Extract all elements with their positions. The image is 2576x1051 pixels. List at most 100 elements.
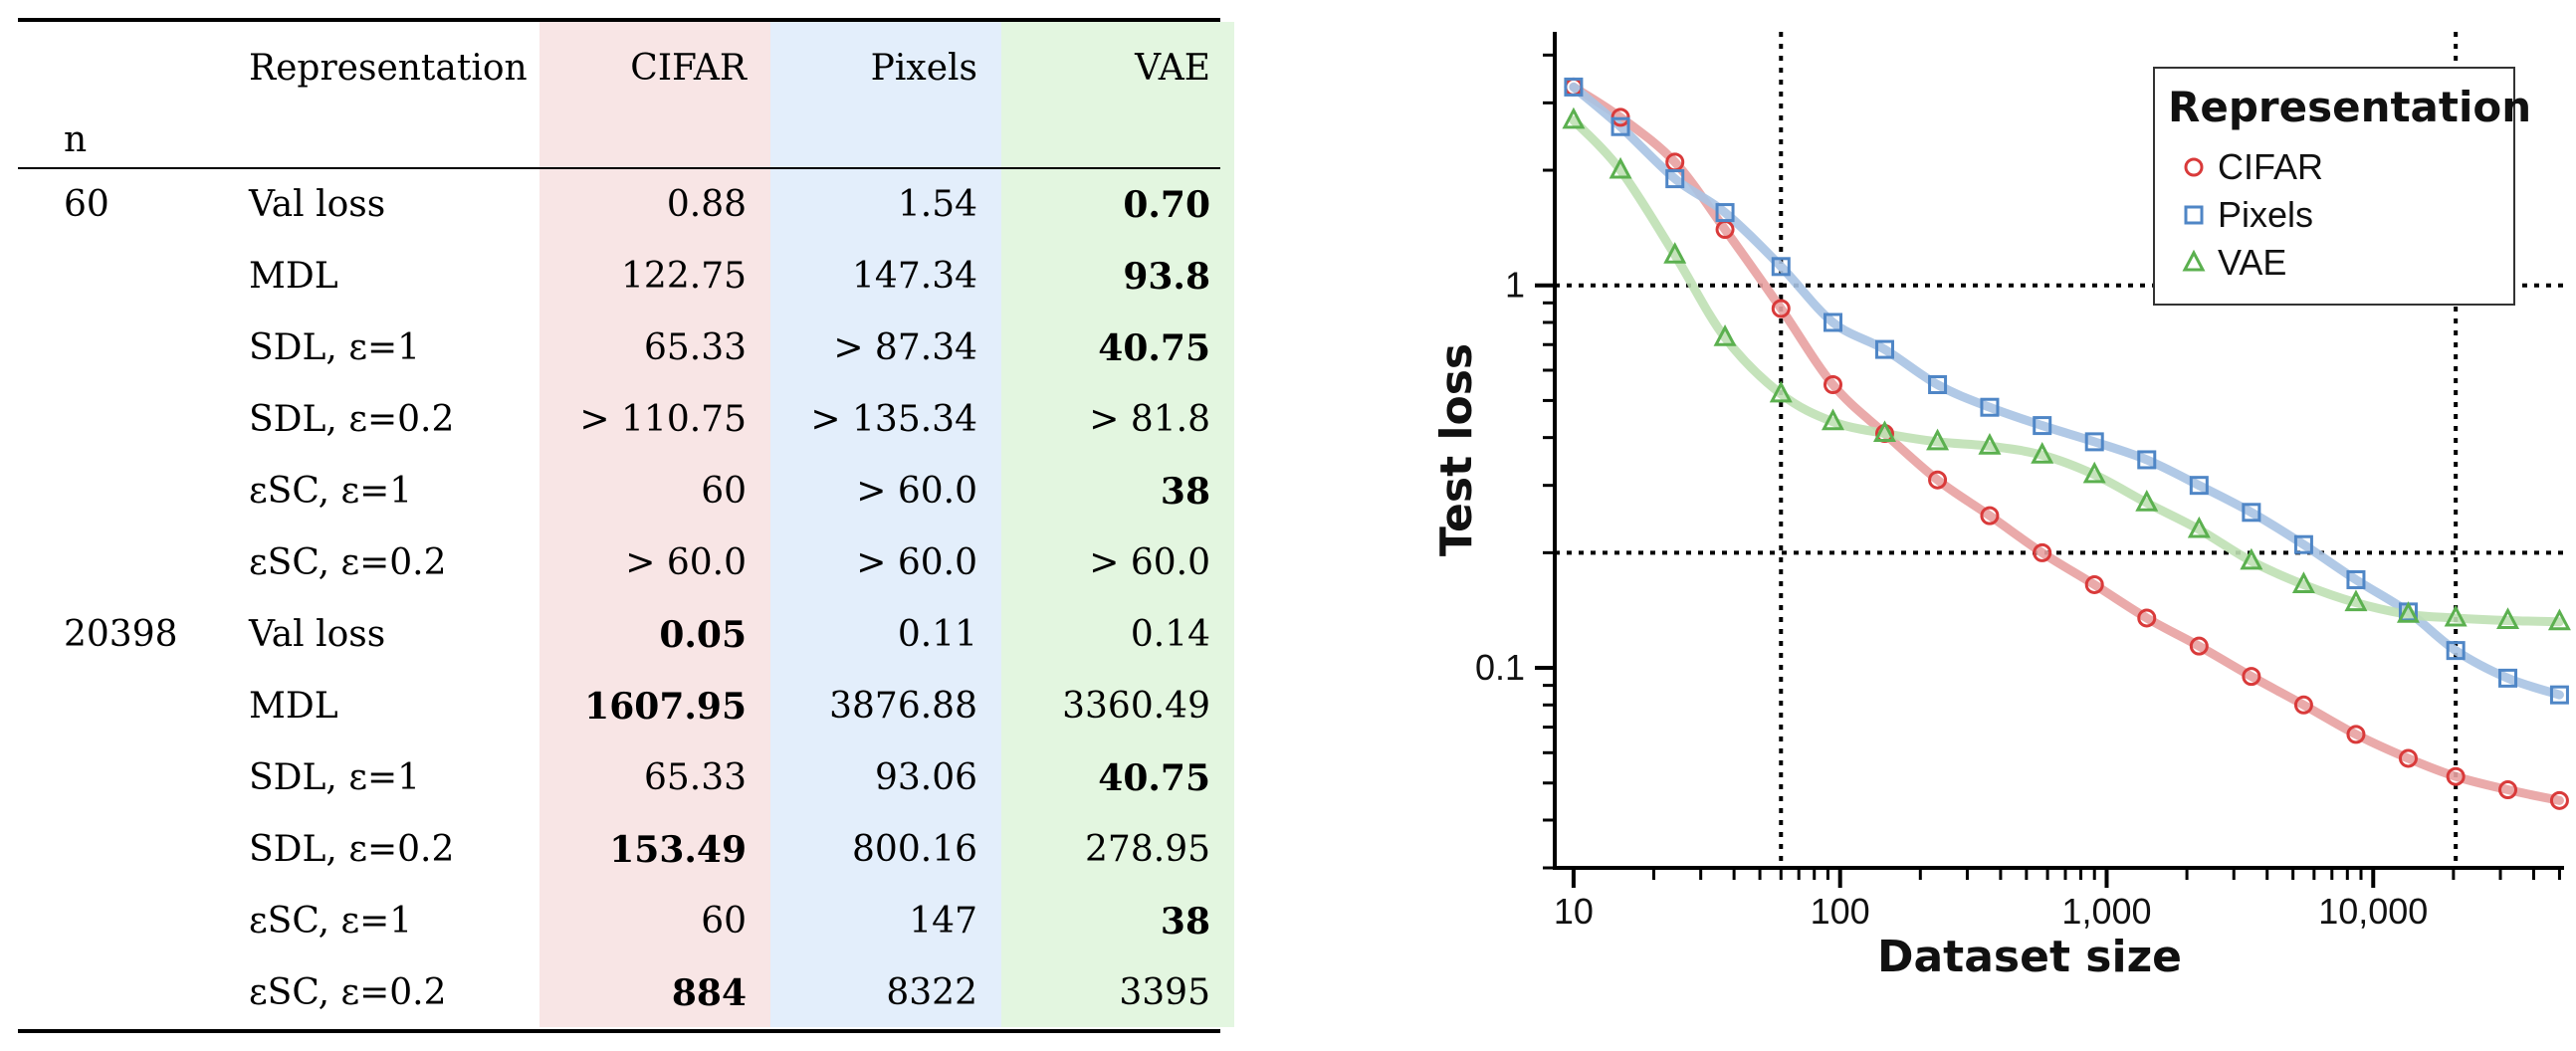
header-cifar: CIFAR	[630, 48, 747, 89]
data-point-vae	[1769, 380, 1793, 403]
legend-box	[2153, 67, 2515, 306]
x-tick-label: 1,000	[2061, 891, 2151, 932]
row-cifar-value: 60	[701, 471, 747, 512]
row-vae-value: 0.14	[1130, 614, 1210, 655]
row-cifar-value: 65.33	[643, 757, 747, 798]
row-vae-value: 3395	[1119, 972, 1210, 1013]
data-point-vae	[2444, 604, 2468, 627]
row-vae-value: 93.8	[1123, 256, 1210, 298]
legend: Representation CIFAR Pixels VAE	[2153, 67, 2531, 306]
data-point-pixels	[2549, 685, 2569, 705]
row-cifar-value: 60	[701, 901, 747, 942]
row-metric-cell: Val loss	[249, 614, 386, 655]
data-point-vae	[2240, 547, 2263, 570]
series-line-cifar	[1569, 82, 2564, 805]
row-pixels-value: 800.16	[852, 829, 977, 870]
row-metric-cell: SDL, ε=1	[249, 757, 421, 798]
data-point-vae	[1562, 106, 1586, 129]
row-vae-value: 40.75	[1098, 327, 1210, 369]
header-pixels: Pixels	[870, 48, 977, 89]
table-row: εSC, ε=0.2 > 60.0 > 60.0 > 60.0	[18, 527, 1220, 599]
row-cifar-value: 0.05	[659, 614, 747, 656]
table-body: 60 Val loss 0.88 1.54 0.70 MDL 122.75 147.34 93.…	[18, 169, 1220, 1029]
data-point-cifar	[2549, 790, 2569, 810]
data-point-vae	[1713, 324, 1737, 346]
table-row: εSC, ε=0.2 884 8322 3395	[18, 957, 1220, 1029]
data-point-pixels	[2033, 416, 2052, 436]
data-point-pixels	[2446, 641, 2466, 661]
row-pixels-value: 1.54	[897, 184, 977, 225]
data-point-cifar	[2189, 636, 2209, 656]
table-row: 20398 Val loss 0.05 0.11 0.14	[18, 599, 1220, 671]
data-point-cifar	[2242, 667, 2261, 687]
data-point-pixels	[2498, 668, 2518, 688]
row-metric-cell: MDL	[249, 256, 338, 297]
data-point-cifar	[2346, 725, 2366, 744]
table-top-rule	[18, 18, 1220, 22]
data-point-pixels	[1928, 375, 1948, 395]
row-vae-value: 38	[1160, 471, 1210, 513]
data-point-pixels	[2346, 569, 2366, 589]
legend-label-pixels: Pixels	[2218, 194, 2313, 235]
data-point-pixels	[1980, 397, 2000, 417]
data-point-vae	[2496, 607, 2520, 629]
row-pixels-value: > 87.34	[833, 327, 977, 368]
data-point-pixels	[1564, 77, 1584, 97]
table-row: SDL, ε=0.2 153.49 800.16 278.95	[18, 814, 1220, 886]
table-row: εSC, ε=1 60 147 38	[18, 886, 1220, 957]
data-point-vae	[2344, 589, 2368, 612]
row-metric-cell: MDL	[249, 686, 338, 727]
data-point-pixels	[2084, 432, 2104, 452]
data-point-vae	[1926, 428, 1950, 451]
data-point-cifar	[1928, 470, 1948, 490]
data-point-cifar	[1980, 506, 2000, 526]
data-point-pixels	[2189, 476, 2209, 496]
data-point-vae	[1609, 156, 1632, 179]
legend-marker-vae	[2182, 249, 2206, 272]
legend-label-cifar: CIFAR	[2218, 146, 2323, 187]
data-point-vae	[1822, 408, 1844, 431]
table-header-rule	[18, 167, 1220, 169]
row-cifar-value: 153.49	[609, 829, 747, 871]
table-row: SDL, ε=1 65.33 93.06 40.75	[18, 742, 1220, 814]
table-row: SDL, ε=1 65.33 > 87.34 40.75	[18, 313, 1220, 384]
row-cifar-value: 884	[671, 972, 747, 1014]
data-point-vae	[2396, 601, 2420, 623]
table-row: MDL 122.75 147.34 93.8	[18, 241, 1220, 313]
data-point-cifar	[2498, 780, 2518, 800]
series-line-vae	[1569, 115, 2564, 627]
data-point-cifar	[2293, 695, 2313, 715]
row-metric-cell: εSC, ε=1	[249, 471, 413, 512]
x-tick-label: 10,000	[2318, 891, 2428, 932]
table-row: SDL, ε=0.2 > 110.75 > 135.34 > 81.8	[18, 384, 1220, 456]
data-point-vae	[2291, 571, 2315, 593]
row-metric-cell: εSC, ε=0.2	[249, 542, 447, 583]
row-cifar-value: 0.88	[666, 184, 747, 225]
data-point-pixels	[2242, 503, 2261, 523]
data-point-cifar	[1771, 299, 1791, 318]
row-vae-value: > 81.8	[1089, 399, 1210, 440]
x-tick-label: 100	[1811, 891, 1870, 932]
data-point-cifar	[2033, 542, 2052, 562]
vae-column-background	[1001, 22, 1234, 1027]
x-tick-label: 10	[1554, 891, 1594, 932]
row-cifar-value: 65.33	[643, 327, 747, 368]
row-metric-cell: SDL, ε=1	[249, 327, 421, 368]
row-vae-value: 0.70	[1123, 184, 1210, 226]
row-vae-value: 3360.49	[1062, 686, 1210, 727]
row-vae-value: 278.95	[1085, 829, 1210, 870]
row-pixels-value: 147	[909, 901, 977, 942]
row-pixels-value: > 60.0	[856, 542, 977, 583]
table-row: 60 Val loss 0.88 1.54 0.70	[18, 169, 1220, 241]
row-metric-cell: Val loss	[249, 184, 386, 225]
row-pixels-value: 0.11	[897, 614, 977, 655]
data-point-vae	[2187, 516, 2211, 538]
data-point-vae	[1873, 420, 1896, 443]
legend-marker-cifar	[2184, 157, 2204, 177]
header-vae: VAE	[1135, 48, 1210, 89]
y-tick-label: 1	[1505, 265, 1525, 306]
header-representation: Representation	[249, 48, 528, 89]
legend-title: Representation	[2168, 83, 2531, 131]
data-point-vae	[2082, 461, 2106, 484]
data-point-vae	[1978, 433, 2002, 455]
